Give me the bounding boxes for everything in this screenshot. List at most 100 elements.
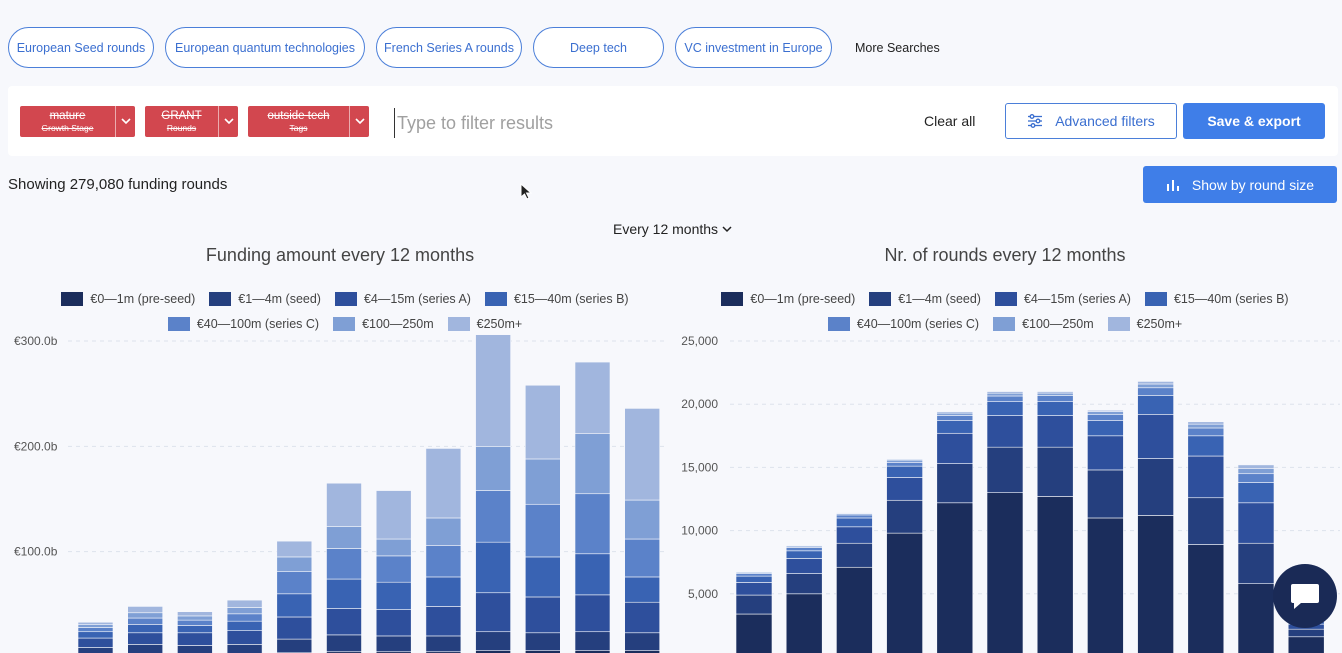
bar-segment[interactable]: [886, 458, 923, 461]
bar-segment[interactable]: [624, 632, 661, 651]
bar-segment[interactable]: [475, 592, 511, 633]
bar-segment[interactable]: [177, 625, 213, 634]
bar-segment[interactable]: [276, 638, 313, 653]
legend-item[interactable]: €15—40m (series B): [1144, 291, 1289, 306]
bar-segment[interactable]: [785, 547, 823, 552]
legend-item[interactable]: €4—15m (series A): [994, 291, 1131, 306]
filter-tag-rounds[interactable]: GRANT Rounds: [145, 106, 238, 137]
bar-segment[interactable]: [226, 613, 263, 622]
bar-segment[interactable]: [986, 492, 1024, 653]
bar-segment[interactable]: [624, 499, 661, 540]
bar-segment[interactable]: [1237, 464, 1275, 469]
bar-segment[interactable]: [836, 526, 873, 544]
bar-segment[interactable]: [425, 545, 462, 578]
bar-segment[interactable]: [524, 596, 561, 634]
bar-segment[interactable]: [836, 514, 873, 519]
bar-segment[interactable]: [785, 558, 823, 574]
bar-segment[interactable]: [1237, 502, 1275, 544]
chevron-down-icon[interactable]: [115, 106, 135, 137]
filter-tag-tags[interactable]: outside tech Tags: [248, 106, 369, 137]
bar-segment[interactable]: [226, 607, 263, 615]
bar-segment[interactable]: [1187, 435, 1225, 457]
bar-segment[interactable]: [785, 550, 823, 559]
bar-segment[interactable]: [1237, 482, 1275, 504]
bar-segment[interactable]: [1036, 392, 1074, 396]
bar-segment[interactable]: [624, 408, 661, 501]
bar-segment[interactable]: [375, 635, 412, 653]
bar-segment[interactable]: [1087, 435, 1124, 471]
bar-segment[interactable]: [986, 392, 1024, 397]
legend-item[interactable]: €1—4m (seed): [209, 291, 321, 306]
bar-segment[interactable]: [177, 645, 213, 653]
bar-segment[interactable]: [127, 606, 163, 614]
bar-segment[interactable]: [177, 632, 213, 646]
bar-segment[interactable]: [276, 616, 313, 640]
bar-segment[interactable]: [1137, 395, 1174, 415]
bar-segment[interactable]: [524, 384, 561, 460]
bar-segment[interactable]: [375, 555, 412, 583]
bar-segment[interactable]: [1237, 542, 1275, 584]
legend-item[interactable]: €40—100m (series C): [167, 316, 319, 331]
bar-segment[interactable]: [1137, 515, 1174, 653]
bar-segment[interactable]: [77, 624, 114, 628]
bar-segment[interactable]: [326, 578, 362, 609]
bar-segment[interactable]: [425, 517, 462, 546]
bar-segment[interactable]: [1036, 401, 1074, 416]
bar-segment[interactable]: [785, 573, 823, 595]
bar-segment[interactable]: [326, 482, 362, 527]
bar-segment[interactable]: [425, 576, 462, 607]
bar-segment[interactable]: [1187, 421, 1225, 425]
bar-segment[interactable]: [1187, 544, 1225, 653]
bar-segment[interactable]: [77, 637, 114, 648]
chevron-down-icon[interactable]: [349, 106, 369, 137]
bar-segment[interactable]: [735, 575, 773, 583]
bar-segment[interactable]: [1287, 636, 1325, 653]
bar-segment[interactable]: [986, 395, 1024, 402]
bar-segment[interactable]: [177, 611, 213, 617]
bar-segment[interactable]: [986, 415, 1024, 448]
bar-segment[interactable]: [1087, 414, 1124, 421]
bar-segment[interactable]: [735, 571, 773, 573]
bar-segment[interactable]: [1036, 415, 1074, 448]
legend-item[interactable]: €0—1m (pre-seed): [721, 291, 855, 306]
search-chip-french-series-a[interactable]: French Series A rounds: [376, 27, 522, 68]
legend-item[interactable]: €250m+: [1107, 316, 1182, 331]
bar-segment[interactable]: [127, 624, 163, 634]
bar-segment[interactable]: [1137, 458, 1174, 516]
bar-segment[interactable]: [836, 542, 873, 568]
legend-item[interactable]: €250m+: [447, 316, 522, 331]
bar-segment[interactable]: [836, 566, 873, 653]
bar-segment[interactable]: [226, 620, 263, 631]
bar-segment[interactable]: [127, 632, 163, 645]
bar-segment[interactable]: [1087, 411, 1124, 415]
bar-segment[interactable]: [77, 631, 114, 639]
bar-segment[interactable]: [524, 503, 561, 558]
bar-segment[interactable]: [1036, 395, 1074, 402]
bar-segment[interactable]: [524, 458, 561, 505]
bar-segment[interactable]: [1087, 409, 1124, 412]
bar-segment[interactable]: [425, 448, 462, 519]
more-searches-link[interactable]: More Searches: [855, 40, 940, 55]
bar-segment[interactable]: [475, 446, 511, 491]
bar-segment[interactable]: [785, 545, 823, 547]
search-chip-vc-europe[interactable]: VC investment in Europe: [675, 27, 832, 68]
bar-segment[interactable]: [326, 634, 362, 653]
bar-segment[interactable]: [936, 432, 974, 464]
chat-launcher-button[interactable]: [1273, 564, 1337, 628]
bar-segment[interactable]: [77, 647, 114, 653]
bar-segment[interactable]: [1137, 383, 1174, 389]
bar-segment[interactable]: [986, 446, 1024, 493]
bar-segment[interactable]: [574, 594, 611, 633]
bar-segment[interactable]: [127, 644, 163, 653]
bar-segment[interactable]: [276, 593, 313, 618]
bar-segment[interactable]: [1036, 496, 1074, 653]
bar-segment[interactable]: [735, 573, 773, 577]
bar-segment[interactable]: [735, 594, 773, 615]
clear-all-button[interactable]: Clear all: [924, 113, 976, 129]
bar-segment[interactable]: [127, 617, 163, 625]
bar-segment[interactable]: [735, 582, 773, 596]
bar-segment[interactable]: [1087, 517, 1124, 653]
bar-segment[interactable]: [886, 499, 923, 534]
bar-segment[interactable]: [276, 556, 313, 572]
legend-item[interactable]: €4—15m (series A): [334, 291, 471, 306]
